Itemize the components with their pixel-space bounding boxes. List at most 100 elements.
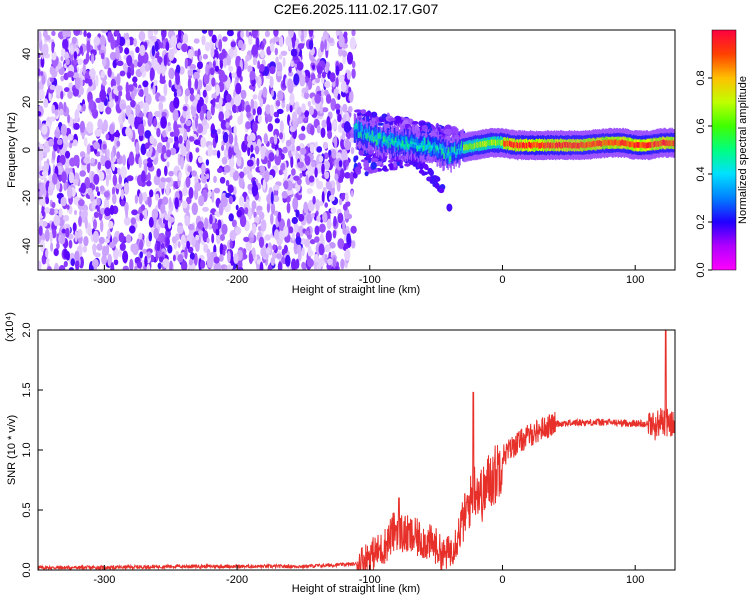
spectrogram-noise-cell: [243, 236, 250, 242]
spectrogram-noise-cell: [188, 258, 193, 266]
spectrogram-signal-cell: [598, 140, 601, 146]
spectrogram-noise-cell: [130, 217, 136, 225]
spectrogram-noise-cell: [60, 75, 65, 82]
spectrogram-signal-cell: [450, 155, 452, 162]
spectrogram-noise-cell: [327, 37, 335, 44]
spectrogram-noise-cell: [301, 220, 306, 226]
spectrogram-noise-cell: [73, 51, 78, 60]
spectrogram-noise-cell: [135, 46, 140, 54]
spectrogram-noise-cell: [291, 168, 296, 176]
spectrogram-noise-cell: [87, 222, 92, 235]
spectrogram-noise-cell: [184, 88, 191, 97]
spectrogram-noise-cell: [166, 149, 172, 158]
spectrogram-noise-cell: [312, 195, 316, 205]
spectrogram-noise-cell: [151, 36, 155, 42]
spectrogram-noise-cell: [59, 235, 66, 245]
spectrogram-noise-cell: [189, 87, 194, 95]
spectrogram-signal-cell: [456, 148, 458, 155]
spectrogram-noise-cell: [180, 234, 186, 247]
spectrogram-signal-cell: [386, 137, 389, 150]
spectrogram-noise-cell: [195, 117, 198, 129]
spectrogram-noise-cell: [205, 173, 210, 180]
spectrogram-noise-cell: [97, 161, 102, 170]
spectrogram-noise-cell: [211, 215, 216, 224]
spectrogram-noise-cell: [228, 157, 235, 169]
spectrogram-signal-cell: [625, 140, 627, 147]
spectrogram-signal-cell: [570, 142, 573, 149]
spectrogram-noise-cell: [316, 146, 323, 153]
spectrogram-noise-cell: [182, 200, 188, 209]
snr-background: [38, 330, 675, 570]
spectrogram-signal-cell: [471, 143, 473, 150]
spectrogram-noise-cell: [157, 262, 162, 270]
spectrogram-signal-cell: [374, 135, 377, 142]
spectrogram-noise-cell: [246, 159, 254, 167]
spectrogram-noise-cell: [56, 138, 63, 146]
spectrogram-noise-cell: [342, 219, 346, 232]
spectrogram-signal-cell: [538, 142, 540, 149]
spectrogram-signal-cell: [536, 142, 538, 149]
spectrogram-noise-cell: [319, 103, 323, 114]
spectrogram-noise-cell: [338, 198, 343, 206]
spectrogram-noise-cell: [64, 87, 70, 93]
y-tick-label: -20: [21, 190, 33, 206]
spectrogram-noise-cell: [125, 105, 132, 117]
spectrogram-noise-cell: [344, 172, 351, 179]
spectrogram-signal-cell: [555, 141, 558, 148]
spectrogram-noise-cell: [116, 60, 124, 66]
spectrogram-noise-cell: [196, 101, 202, 114]
spectrogram-signal-cell: [589, 141, 592, 148]
spectrogram-transition-cell: [378, 117, 384, 123]
spectrogram-noise-cell: [186, 240, 191, 249]
colorbar: 0.0 0.2 0.4 0.6 0.8 Normalized spectral ampl…: [695, 29, 749, 278]
spectrogram-noise-cell: [250, 98, 255, 110]
spectrogram-signal-cell: [657, 140, 659, 147]
spectrogram-noise-cell: [122, 113, 126, 123]
x-tick-label: -100: [359, 574, 381, 586]
spectrogram-noise-cell: [72, 222, 77, 233]
spectrogram-noise-cell: [341, 130, 346, 141]
spectrogram-signal-cell: [468, 144, 470, 151]
spectrogram-signal-cell: [380, 133, 383, 140]
spectrogram-noise-cell: [348, 56, 352, 62]
spectrogram-noise-cell: [307, 100, 311, 107]
spectrogram-noise-cell: [233, 141, 239, 154]
spectrogram-noise-cell: [96, 204, 100, 213]
spectrogram-noise-cell: [187, 49, 194, 59]
spectrogram-signal-cell: [670, 140, 672, 147]
spectrogram-signal-cell: [551, 142, 554, 149]
spectrogram-noise-cell: [65, 251, 71, 261]
spectrogram-noise-cell: [84, 216, 88, 229]
spectrogram-noise-cell: [304, 76, 310, 83]
spectrogram-noise-cell: [310, 161, 316, 168]
spectrogram-noise-cell: [108, 100, 114, 109]
spectrogram-noise-cell: [182, 33, 189, 45]
spectrogram-noise-cell: [118, 174, 123, 185]
spectrogram-noise-cell: [83, 157, 90, 164]
spectrogram-signal-cell: [357, 120, 360, 133]
spectrogram-noise-cell: [211, 149, 219, 156]
spectrogram-noise-cell: [258, 236, 265, 248]
spectrogram-noise-cell: [132, 243, 139, 256]
spectrogram-signal-cell: [665, 140, 667, 147]
spectrogram-noise-cell: [111, 186, 116, 196]
spectrogram-signal-cell: [417, 139, 419, 152]
y-tick-label: -40: [21, 238, 33, 254]
spectrogram-noise-cell: [218, 70, 226, 83]
spectrogram-signal-cell: [484, 140, 486, 147]
spectrogram-signal-cell: [513, 142, 515, 149]
spectrogram-signal-cell: [376, 139, 379, 146]
spectrogram-noise-cell: [321, 191, 325, 204]
spectrogram-signal-cell: [541, 142, 543, 148]
spectrogram-noise-cell: [308, 105, 314, 116]
spectrogram-signal-cell: [666, 139, 668, 146]
spectrogram-signal-cell: [593, 141, 596, 147]
spectrogram-noise-cell: [45, 196, 50, 205]
spectrogram-noise-cell: [90, 157, 96, 164]
spectrogram-noise-cell: [187, 69, 194, 76]
spectrogram-noise-cell: [186, 196, 192, 205]
spectrogram-noise-cell: [244, 201, 250, 207]
spectrogram-signal-cell: [369, 134, 372, 140]
spectrogram-signal-cell: [393, 140, 396, 147]
spectrogram-noise-cell: [213, 263, 221, 270]
